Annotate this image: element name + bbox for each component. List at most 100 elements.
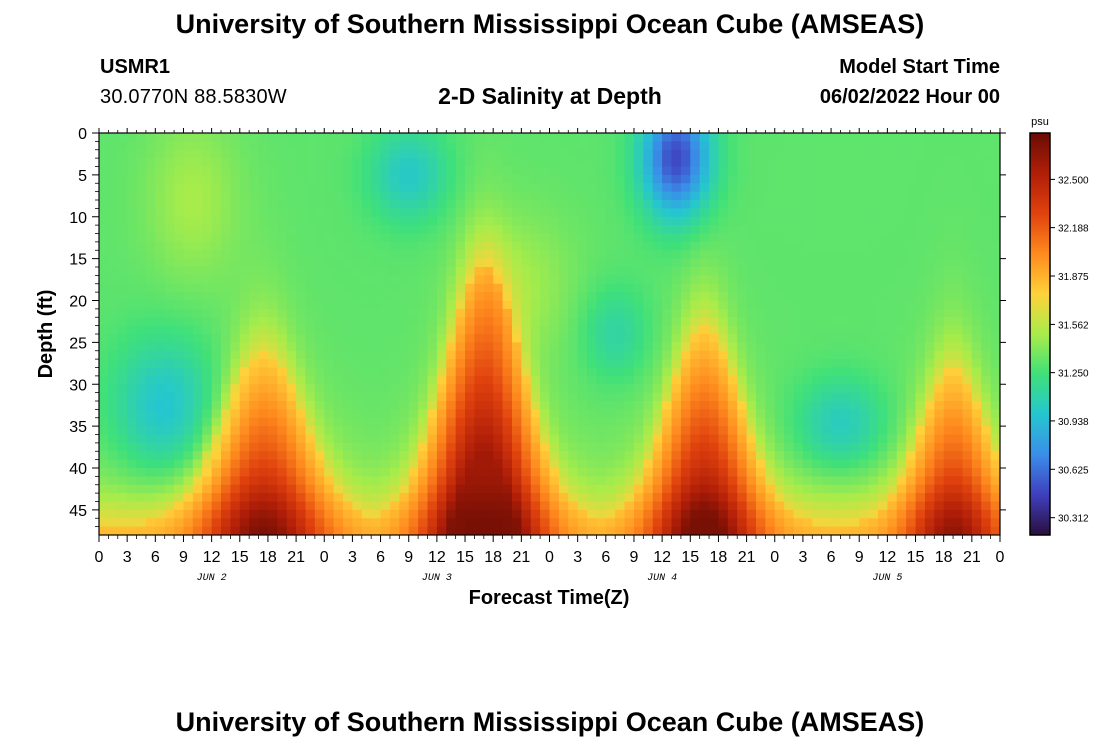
heatmap-cell: [558, 317, 569, 327]
heatmap-cell: [465, 501, 476, 511]
heatmap-cell: [305, 166, 316, 176]
heatmap-cell: [887, 141, 898, 151]
heatmap-cell: [906, 258, 917, 268]
heatmap-cell: [568, 250, 579, 260]
heatmap-cell: [418, 392, 429, 402]
heatmap-cell: [624, 267, 635, 276]
heatmap-cell: [549, 225, 560, 235]
heatmap-cell: [108, 174, 119, 184]
heatmap-cell: [446, 191, 457, 201]
heatmap-cell: [746, 509, 757, 519]
heatmap-cell: [502, 317, 513, 327]
heatmap-cell: [399, 468, 410, 477]
heatmap-cell: [934, 392, 945, 402]
heatmap-cell: [934, 183, 945, 193]
heatmap-cell: [371, 509, 382, 519]
heatmap-cell: [127, 275, 138, 285]
heatmap-cell: [511, 509, 522, 519]
heatmap-cell: [145, 241, 156, 251]
heatmap-cell: [755, 334, 766, 343]
heatmap-cell: [202, 359, 213, 369]
heatmap-cell: [305, 300, 316, 310]
heatmap-cell: [981, 359, 992, 369]
heatmap-cell: [436, 133, 447, 142]
heatmap-cell: [549, 526, 560, 535]
heatmap-cell: [324, 392, 335, 402]
heatmap-cell: [727, 350, 738, 360]
heatmap-cell: [117, 300, 128, 310]
heatmap-cell: [540, 401, 551, 410]
heatmap-cell: [145, 292, 156, 302]
heatmap-cell: [521, 476, 532, 486]
heatmap-cell: [192, 334, 203, 343]
heatmap-cell: [812, 241, 823, 251]
heatmap-cell: [887, 409, 898, 419]
heatmap-cell: [774, 250, 785, 260]
heatmap-cell: [455, 484, 466, 494]
heatmap-cell: [962, 158, 973, 168]
heatmap-cell: [558, 225, 569, 235]
heatmap-cell: [840, 258, 851, 268]
heatmap-cell: [934, 308, 945, 318]
heatmap-cell: [615, 434, 626, 444]
heatmap-cell: [971, 417, 982, 427]
heatmap-cell: [324, 158, 335, 168]
heatmap-cell: [718, 141, 729, 151]
heatmap-cell: [446, 434, 457, 444]
heatmap-cell: [746, 442, 757, 452]
heatmap-cell: [737, 334, 748, 343]
colorbar-tick-label: 31.875: [1058, 272, 1089, 283]
heatmap-cell: [296, 459, 307, 469]
heatmap-cell: [849, 484, 860, 494]
heatmap-cell: [530, 267, 541, 276]
heatmap-cell: [145, 250, 156, 260]
heatmap-cell: [765, 241, 776, 251]
heatmap-cell: [709, 133, 720, 142]
y-tick-label: 40: [69, 461, 87, 478]
heatmap-cell: [624, 258, 635, 268]
heatmap-cell: [136, 451, 147, 461]
heatmap-cell: [155, 392, 166, 402]
heatmap-cell: [530, 317, 541, 327]
x-tick-label: 0: [996, 549, 1005, 566]
heatmap-cell: [343, 275, 354, 285]
heatmap-cell: [774, 384, 785, 394]
heatmap-cell: [727, 225, 738, 235]
heatmap-cell: [727, 174, 738, 184]
heatmap-cell: [718, 375, 729, 385]
heatmap-cell: [155, 191, 166, 201]
heatmap-cell: [202, 250, 213, 260]
heatmap-cell: [286, 367, 297, 377]
heatmap-cell: [596, 417, 607, 427]
heatmap-cell: [314, 258, 325, 268]
heatmap-cell: [746, 183, 757, 193]
heatmap-cell: [887, 493, 898, 503]
heatmap-cell: [371, 417, 382, 427]
heatmap-cell: [258, 241, 269, 251]
heatmap-cell: [511, 518, 522, 528]
heatmap-cell: [558, 484, 569, 494]
heatmap-cell: [521, 451, 532, 461]
heatmap-cell: [633, 342, 644, 352]
heatmap-cell: [108, 250, 119, 260]
heatmap-cell: [774, 216, 785, 226]
heatmap-cell: [455, 375, 466, 385]
heatmap-cell: [352, 208, 363, 218]
heatmap-cell: [455, 342, 466, 352]
heatmap-cell: [624, 208, 635, 218]
heatmap-cell: [877, 518, 888, 528]
heatmap-cell: [915, 174, 926, 184]
heatmap-cell: [202, 225, 213, 235]
heatmap-cell: [624, 375, 635, 385]
heatmap-cell: [568, 342, 579, 352]
heatmap-cell: [812, 233, 823, 243]
heatmap-cell: [446, 392, 457, 402]
heatmap-cell: [511, 468, 522, 477]
heatmap-cell: [812, 484, 823, 494]
heatmap-cell: [108, 401, 119, 410]
heatmap-cell: [587, 384, 598, 394]
heatmap-cell: [699, 401, 710, 410]
heatmap-cell: [117, 426, 128, 436]
heatmap-cell: [549, 166, 560, 176]
heatmap-cell: [399, 409, 410, 419]
